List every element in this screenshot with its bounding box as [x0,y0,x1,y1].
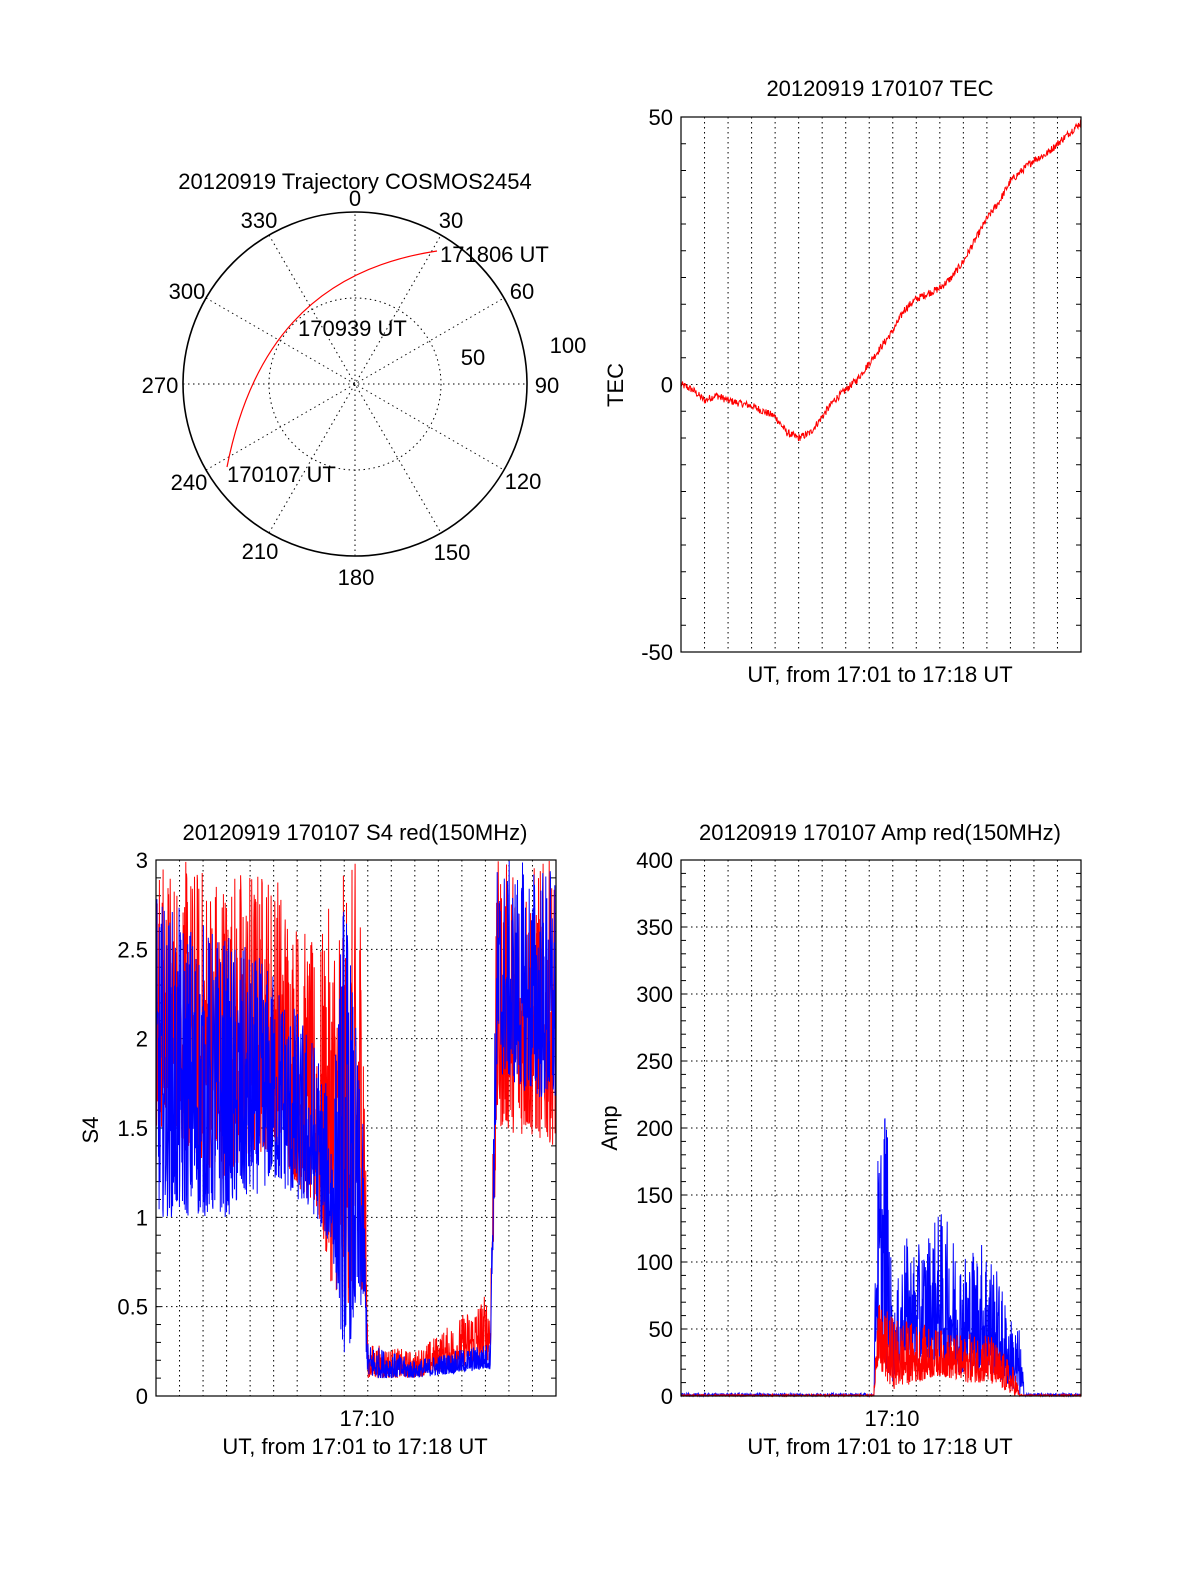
tec-series-line [680,119,1082,442]
polar-r-label-100: 100 [550,333,587,358]
polar-az-label-180: 180 [338,565,375,590]
tec-chart: 20120919 170107 TEC 50 0 -50 UT, from 17:0… [603,76,1082,687]
s4-series [155,860,557,1379]
y-tick-label: 150 [636,1183,673,1208]
tec-ylabel: TEC [603,363,628,407]
polar-radial-labels: 50 100 [461,333,587,370]
trajectory-polar-chart: 20120919 Trajectory COSMOS2454 0 30 60 90 12… [142,169,587,590]
y-tick-label: 200 [636,1116,673,1141]
y-tick-label: 0 [136,1384,148,1409]
y-tick-label: 100 [636,1250,673,1275]
trajectory-title: 20120919 Trajectory COSMOS2454 [178,169,531,194]
trajectory-annotation: 170107 UT [227,462,336,487]
y-tick-label: -50 [641,640,673,665]
polar-az-label-90: 90 [535,373,559,398]
amp-xtick-1710: 17:10 [864,1406,919,1431]
y-tick-label: 1.5 [117,1116,148,1141]
tec-frame [680,116,1082,653]
polar-grid [182,211,528,557]
y-tick-label: 50 [649,1317,673,1342]
s4-xtick-1710: 17:10 [339,1406,394,1431]
y-tick-label: 2.5 [117,937,148,962]
amp-title: 20120919 170107 Amp red(150MHz) [699,820,1061,845]
polar-azimuth-labels: 0 30 60 90 120 150 180 210 240 270 300 330 [142,186,560,590]
polar-az-label-270: 270 [142,373,179,398]
trajectory-path [226,250,438,468]
polar-az-label-30: 30 [439,208,463,233]
polar-r-label-50: 50 [461,345,485,370]
y-tick-label: 350 [636,915,673,940]
tec-title: 20120919 170107 TEC [766,76,993,101]
y-tick-label: 400 [636,848,673,873]
s4-ylabel: S4 [78,1117,103,1144]
y-tick-label: 250 [636,1049,673,1074]
s4-frame [155,859,557,1397]
polar-inner-circle [268,297,442,471]
s4-y-ticks: 0 0.5 1 1.5 2 2.5 3 [117,848,148,1409]
tec-xlabel: UT, from 17:01 to 17:18 UT [747,662,1012,687]
trajectory-annotation: 171806 UT [440,242,549,267]
y-tick-label: 50 [649,105,673,130]
amp-chart: 20120919 170107 Amp red(150MHz) 0 50 100 15… [597,820,1082,1459]
amp-y-ticks: 0 50 100 150 200 250 300 350 400 [636,848,673,1409]
trajectory-annotation: 170939 UT [298,316,407,341]
s4-series-blue [155,860,557,1379]
y-tick-label: 1 [136,1205,148,1230]
polar-az-label-240: 240 [171,470,208,495]
polar-az-label-210: 210 [242,539,279,564]
tec-y-ticks: 50 0 -50 [641,105,673,665]
amp-series-blue [680,1118,1082,1398]
polar-az-label-150: 150 [434,540,471,565]
y-tick-label: 0 [661,373,673,398]
s4-xlabel: UT, from 17:01 to 17:18 UT [222,1434,487,1459]
y-tick-label: 2 [136,1027,148,1052]
y-tick-label: 0 [661,1384,673,1409]
y-tick-label: 3 [136,848,148,873]
amp-ylabel: Amp [597,1105,622,1150]
amp-frame [680,859,1082,1397]
trajectory-annotations: 171806 UT 170939 UT 170107 UT [227,242,549,487]
polar-az-label-300: 300 [169,279,206,304]
s4-title: 20120919 170107 S4 red(150MHz) [183,820,528,845]
amp-xlabel: UT, from 17:01 to 17:18 UT [747,1434,1012,1459]
s4-chart: 20120919 170107 S4 red(150MHz) 0 0.5 1 1.5 2… [78,820,557,1459]
polar-az-label-330: 330 [241,208,278,233]
y-tick-label: 300 [636,982,673,1007]
polar-az-label-120: 120 [505,469,542,494]
y-tick-label: 0.5 [117,1295,148,1320]
tec-grid [681,117,1081,652]
amp-series [680,1118,1082,1398]
polar-az-label-60: 60 [510,279,534,304]
polar-az-label-0: 0 [349,186,361,211]
